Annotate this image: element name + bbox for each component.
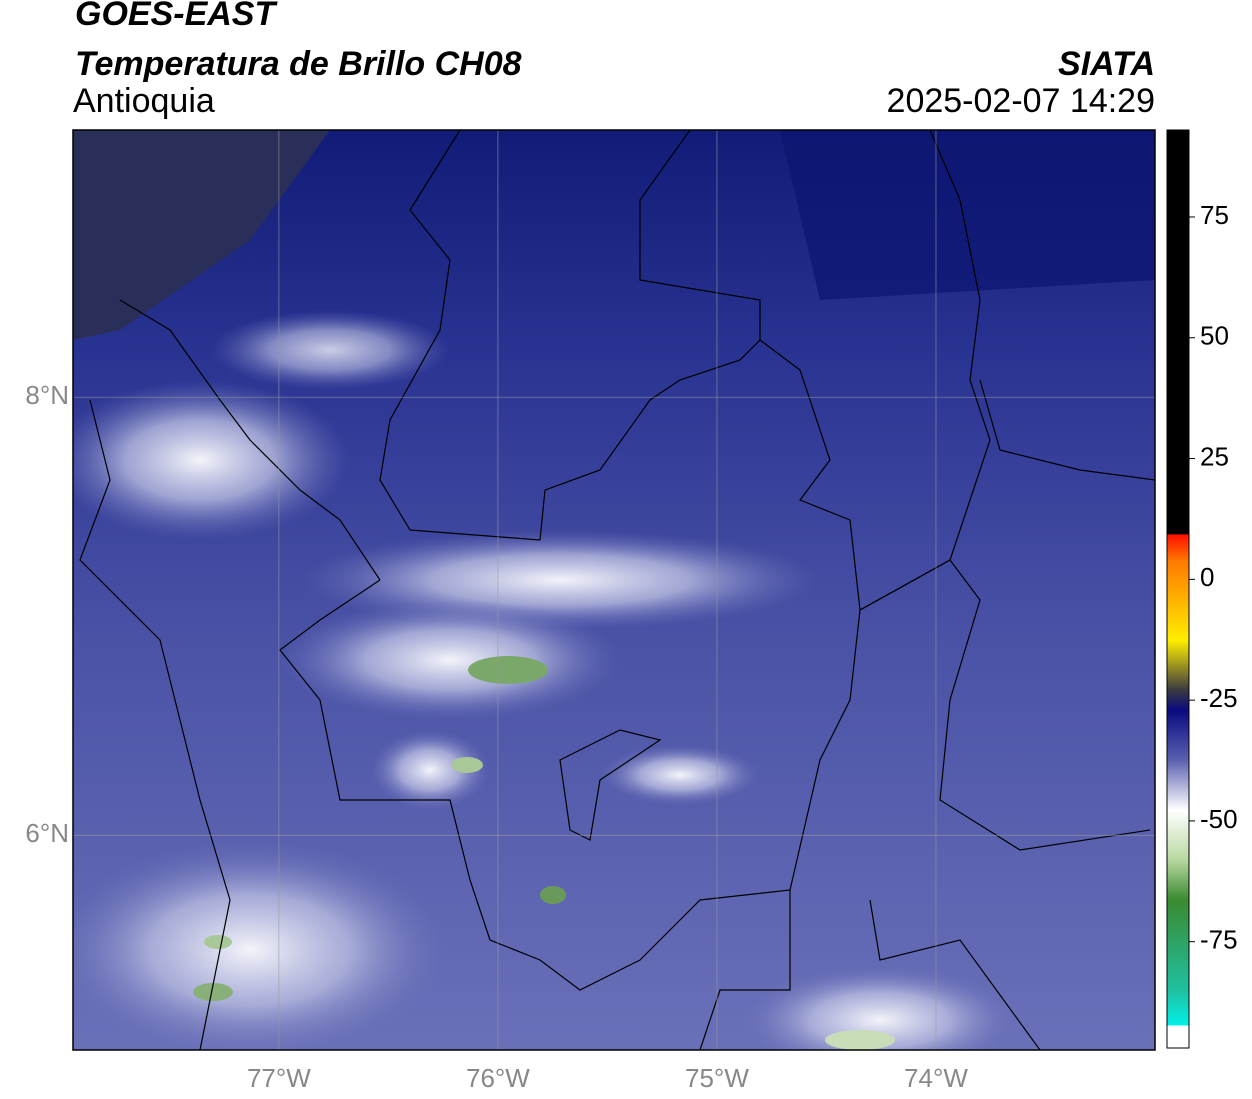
x-tick-label: 74°W	[904, 1063, 968, 1093]
x-tick-label: 77°W	[247, 1063, 311, 1093]
satellite-image	[73, 130, 1155, 1050]
map-frame	[72, 129, 1156, 1051]
graticule	[73, 130, 1155, 1050]
timestamp: 2025-02-07 14:29	[887, 82, 1155, 120]
source: SIATA	[1058, 45, 1155, 83]
y-tick-label: 6°N	[25, 818, 69, 848]
colorbar	[1166, 129, 1190, 1049]
colorbar-tick-label: -75	[1200, 925, 1238, 955]
region: Antioquia	[73, 82, 215, 120]
y-tick-label: 8°N	[25, 380, 69, 410]
colorbar-tick-label: 75	[1200, 200, 1229, 230]
x-tick-label: 76°W	[466, 1063, 530, 1093]
colorbar-tick-label: 0	[1200, 562, 1214, 592]
colorbar-tick-label: -50	[1200, 804, 1238, 834]
colorbar-tick-label: 25	[1200, 441, 1229, 471]
title: GOES-EAST	[75, 0, 278, 33]
subtitle: Temperatura de Brillo CH08	[75, 45, 522, 83]
colorbar-tick-label: 50	[1200, 321, 1229, 351]
colorbar-tick-label: -25	[1200, 683, 1238, 713]
x-tick-label: 75°W	[685, 1063, 749, 1093]
